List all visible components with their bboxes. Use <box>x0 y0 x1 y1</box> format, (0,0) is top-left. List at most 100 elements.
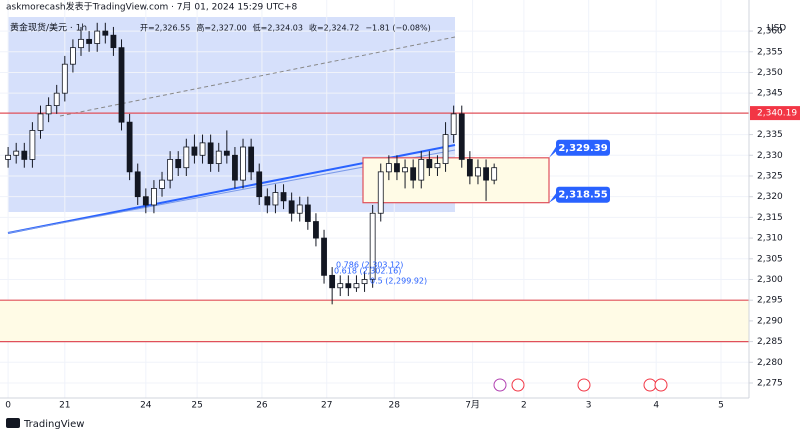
y-tick-label: 2,275 <box>757 378 783 388</box>
candle-body <box>232 154 238 181</box>
y-tick-label: 2,335 <box>757 130 783 140</box>
candle-body <box>329 274 336 289</box>
candle-body <box>361 279 368 285</box>
x-tick-label: 5 <box>718 401 724 411</box>
candle-body <box>134 171 141 198</box>
callout <box>556 186 610 203</box>
candle-body <box>288 200 295 214</box>
candle-body <box>280 192 287 202</box>
price-label-bg <box>750 106 800 121</box>
candle-body <box>159 179 165 189</box>
candle-body <box>272 192 279 206</box>
candle-body <box>385 163 392 173</box>
candle-body <box>321 237 327 276</box>
candle-body <box>475 167 481 177</box>
callout-pointer <box>549 190 558 203</box>
candle-body <box>5 154 12 160</box>
y-tick-label: 2,320 <box>757 192 783 202</box>
y-tick-label: 2,345 <box>757 89 783 99</box>
y-tick-label: 2,310 <box>757 234 783 244</box>
ohlc-value: 收=2,324.72 <box>309 23 359 33</box>
y-tick-label: 2,355 <box>757 47 783 57</box>
callout-label: 2,318.55 <box>558 190 607 201</box>
candle-body <box>304 204 311 222</box>
candle-body <box>53 92 60 107</box>
candle-body <box>296 204 303 214</box>
y-tick-label: 2,305 <box>757 254 783 264</box>
candle-body <box>199 142 206 156</box>
candle-body <box>78 38 84 49</box>
x-tick-label: 24 <box>140 401 152 411</box>
candle-body <box>207 142 214 164</box>
range-box <box>362 157 550 204</box>
candle-body <box>45 105 52 115</box>
candle-body <box>70 47 76 65</box>
candle-body <box>151 188 157 206</box>
candle-body <box>410 167 417 181</box>
candle-body <box>337 283 344 289</box>
candle-body <box>256 171 263 198</box>
candle-body <box>248 146 255 173</box>
candle-body <box>483 167 489 181</box>
x-tick-label: 3 <box>586 401 592 411</box>
candle-body <box>142 196 149 206</box>
candle-body <box>491 167 498 181</box>
candle-body <box>402 167 408 173</box>
currency: USD <box>767 24 786 34</box>
candle-body <box>13 150 20 156</box>
candle-body <box>110 34 117 49</box>
candle-body <box>394 163 400 173</box>
candle-body <box>345 283 352 289</box>
y-tick-label: 2,330 <box>757 151 783 161</box>
candle-body <box>223 150 230 156</box>
candle-body <box>240 146 246 181</box>
ohlc-value: −1.81 (−0.08%) <box>365 24 430 33</box>
y-tick-label: 2,280 <box>757 358 783 368</box>
candle-body <box>353 283 360 289</box>
candle-body <box>434 163 441 169</box>
callout-label: 2,329.39 <box>558 143 607 154</box>
x-tick-label: 21 <box>59 401 70 411</box>
candle-body <box>313 221 319 239</box>
ohlc-value: 高=2,327.00 <box>196 23 246 33</box>
x-tick-label: 27 <box>321 401 332 411</box>
candle-body <box>369 212 376 280</box>
y-tick-label: 2,295 <box>757 296 783 306</box>
candle-body <box>29 130 36 160</box>
y-tick-label: 2,360 <box>757 27 783 37</box>
event-icons <box>493 378 668 392</box>
candle-body <box>61 63 68 94</box>
candle-body <box>21 150 28 160</box>
callout <box>556 139 610 156</box>
candle-body <box>86 38 93 44</box>
candle-body <box>418 159 425 181</box>
candle-body <box>102 30 109 36</box>
candle-body <box>118 47 125 123</box>
y-tick-label: 2,350 <box>757 68 783 78</box>
candle-body <box>94 30 101 44</box>
price-label: 2,340.19 <box>757 109 797 119</box>
y-tick-label: 2,325 <box>757 171 783 181</box>
ohlc-value: 低=2,324.03 <box>253 23 303 33</box>
ohlc-value: 开=2,326.55 <box>140 24 190 33</box>
candle-body <box>175 159 182 169</box>
x-tick-label: 26 <box>256 401 268 411</box>
candle-body <box>377 171 384 214</box>
x-tick-label: 7月 <box>465 400 480 411</box>
y-tick-label: 2,315 <box>757 213 783 223</box>
fib-label: 0.618 (2,302.16) <box>334 267 401 276</box>
x-tick-label: 4 <box>653 401 659 411</box>
symbol: 黄金现货/美元 · 1h <box>10 22 87 34</box>
support-zone <box>0 300 749 342</box>
candle-body <box>191 146 198 156</box>
x-tick-label: 0 <box>5 401 11 411</box>
candle-body <box>442 134 449 164</box>
x-tick-label: 28 <box>389 401 401 411</box>
callout-pointer <box>549 143 558 158</box>
y-tick-label: 2,285 <box>757 337 783 347</box>
candle-body <box>458 113 465 160</box>
x-tick-label: 2 <box>521 401 527 411</box>
y-tick-label: 2,300 <box>757 275 783 285</box>
